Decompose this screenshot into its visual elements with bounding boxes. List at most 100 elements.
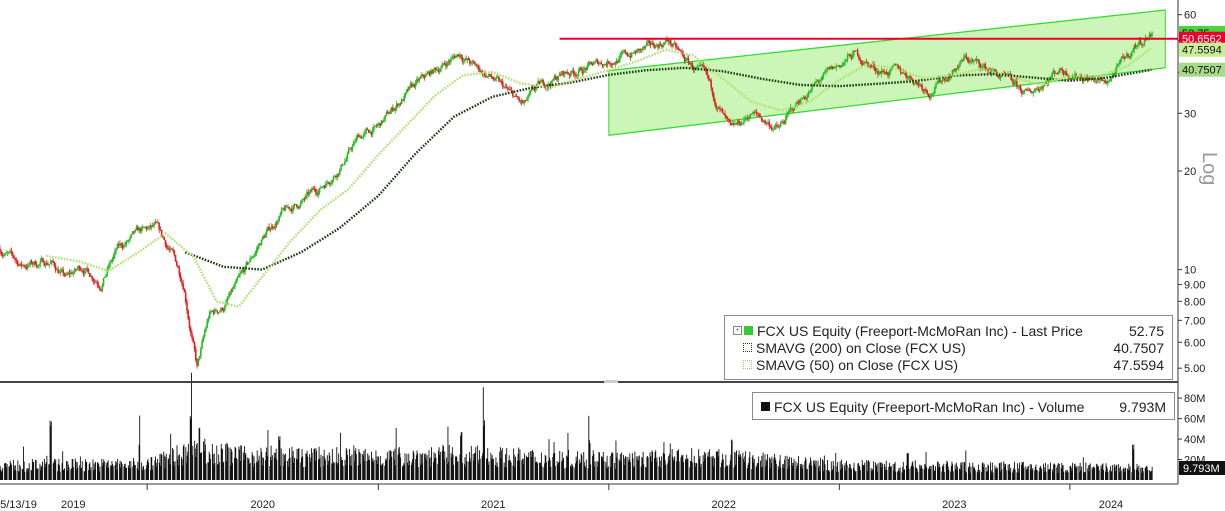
price-candle xyxy=(78,265,81,272)
price-candle xyxy=(853,50,855,58)
volume-bar xyxy=(632,458,634,480)
volume-bar xyxy=(791,466,793,480)
volume-bar xyxy=(17,460,19,480)
volume-bar xyxy=(66,460,67,480)
volume-bar xyxy=(844,463,846,480)
volume-bar xyxy=(972,462,974,480)
volume-bar xyxy=(183,444,185,480)
volume-bar xyxy=(531,451,533,480)
volume-bar xyxy=(411,461,413,480)
volume-bar xyxy=(784,456,786,480)
volume-bar xyxy=(1115,465,1117,480)
volume-bar xyxy=(1084,472,1086,480)
volume-bar xyxy=(451,447,453,480)
volume-bar xyxy=(358,449,360,480)
volume-bar xyxy=(1080,466,1082,480)
volume-bar xyxy=(549,460,551,480)
volume-bar xyxy=(15,470,17,480)
volume-bar xyxy=(367,453,369,480)
price-candle xyxy=(74,268,77,272)
volume-bar xyxy=(722,453,724,480)
price-candle xyxy=(347,146,350,155)
volume-bar xyxy=(907,453,909,480)
price-candle xyxy=(85,267,87,274)
volume-bar xyxy=(55,459,57,480)
volume-bar xyxy=(459,454,461,480)
price-candle xyxy=(376,122,379,128)
volume-bar xyxy=(581,455,583,480)
volume-bar xyxy=(1129,466,1131,480)
volume-bar xyxy=(964,471,966,480)
price-candle xyxy=(577,67,580,79)
volume-bar xyxy=(54,461,56,480)
volume-bar xyxy=(403,463,405,480)
volume-bar xyxy=(19,464,21,480)
price-candle xyxy=(374,125,376,128)
price-candle xyxy=(263,233,265,239)
volume-bar xyxy=(842,464,844,480)
volume-bar xyxy=(1107,472,1109,480)
volume-bar xyxy=(336,447,338,480)
sma-50-line xyxy=(45,47,1152,308)
price-candle xyxy=(720,108,723,112)
volume-bar xyxy=(348,448,350,480)
volume-bar xyxy=(1118,467,1120,480)
price-candle xyxy=(623,49,625,54)
volume-bar xyxy=(134,465,136,480)
price-candle xyxy=(925,87,927,94)
volume-bar xyxy=(98,471,100,480)
price-candle xyxy=(712,91,715,102)
price-candle xyxy=(854,50,856,52)
price-candle xyxy=(338,168,341,177)
price-candle xyxy=(760,117,763,122)
price-candle xyxy=(856,47,859,57)
legend-expand-icon[interactable]: + xyxy=(733,326,742,335)
volume-bar xyxy=(363,450,365,480)
price-candle xyxy=(254,251,256,258)
price-candle xyxy=(149,223,152,230)
price-candle xyxy=(909,75,912,81)
volume-bar xyxy=(552,457,554,480)
volume-bar xyxy=(941,471,943,480)
price-candle xyxy=(730,122,733,126)
volume-bar xyxy=(771,456,773,480)
volume-bar xyxy=(141,470,143,480)
volume-bar xyxy=(515,456,516,480)
volume-bar xyxy=(345,447,347,480)
price-candle xyxy=(770,123,773,132)
volume-bar xyxy=(444,451,446,480)
volume-bar xyxy=(391,456,393,480)
volume-bar xyxy=(774,457,776,480)
volume-bar xyxy=(402,465,404,480)
price-candle xyxy=(776,121,778,130)
panel-divider-handle[interactable] xyxy=(604,380,618,383)
time-x-axis: 2019 2020 2021 2022 2023 2024 xyxy=(61,484,1123,511)
volume-bar xyxy=(671,449,673,480)
volume-bar xyxy=(973,466,975,480)
volume-bar xyxy=(390,450,391,480)
volume-bar xyxy=(607,466,609,480)
price-candle xyxy=(97,281,100,289)
legend-swatch-volume xyxy=(761,402,770,411)
volume-bar xyxy=(506,448,508,480)
volume-bar xyxy=(1044,467,1046,480)
price-candle xyxy=(426,70,428,76)
volume-bar xyxy=(18,471,20,480)
price-candle xyxy=(938,78,941,83)
price-candle xyxy=(359,134,361,139)
volume-bar xyxy=(792,462,794,480)
price-candle xyxy=(568,73,571,80)
volume-bar xyxy=(474,452,476,480)
price-candle xyxy=(207,315,210,324)
volume-bar xyxy=(695,466,696,480)
volume-bar xyxy=(1017,468,1019,480)
volume-bar xyxy=(870,468,872,480)
volume-bar xyxy=(574,467,576,480)
price-candle xyxy=(817,79,820,85)
price-candle xyxy=(774,123,777,130)
price-candle xyxy=(590,61,592,65)
volume-bar xyxy=(381,465,383,480)
volume-bar xyxy=(1098,466,1099,480)
price-candle xyxy=(836,64,839,67)
volume-bar xyxy=(782,463,784,480)
